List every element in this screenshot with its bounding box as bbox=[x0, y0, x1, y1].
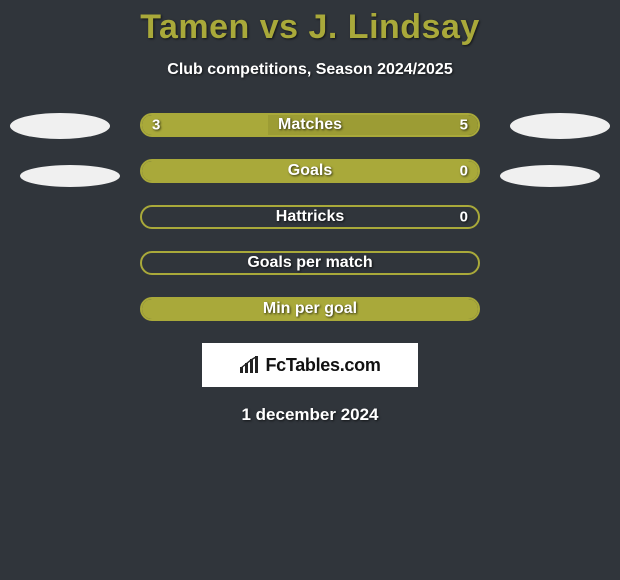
stat-rows: 3 Matches 5 Goals 0 Hattricks 0 bbox=[140, 113, 480, 321]
player-left-avatar bbox=[10, 113, 110, 139]
stat-row-goals-per-match: Goals per match bbox=[140, 251, 480, 275]
footer-logo-text: FcTables.com bbox=[265, 355, 380, 376]
stat-value-right: 5 bbox=[460, 117, 468, 134]
chart-area: 3 Matches 5 Goals 0 Hattricks 0 bbox=[0, 113, 620, 321]
stat-value-right: 0 bbox=[460, 209, 468, 226]
stat-value-left: 3 bbox=[152, 117, 160, 134]
fctables-logo: FcTables.com bbox=[239, 355, 380, 376]
stat-label: Matches bbox=[278, 116, 342, 134]
stat-row-matches: 3 Matches 5 bbox=[140, 113, 480, 137]
stat-value-right: 0 bbox=[460, 163, 468, 180]
page-subtitle: Club competitions, Season 2024/2025 bbox=[0, 61, 620, 79]
player-right-avatar bbox=[510, 113, 610, 139]
stat-label: Hattricks bbox=[276, 208, 344, 226]
footer-attribution[interactable]: FcTables.com bbox=[202, 343, 418, 387]
stat-label: Goals bbox=[288, 162, 332, 180]
stat-label: Min per goal bbox=[263, 300, 357, 318]
generated-date: 1 december 2024 bbox=[0, 405, 620, 425]
stat-row-min-per-goal: Min per goal bbox=[140, 297, 480, 321]
comparison-card: Tamen vs J. Lindsay Club competitions, S… bbox=[0, 0, 620, 580]
team-left-avatar bbox=[20, 165, 120, 187]
team-right-avatar bbox=[500, 165, 600, 187]
bars-icon bbox=[239, 356, 261, 374]
page-title: Tamen vs J. Lindsay bbox=[0, 0, 620, 47]
stat-row-hattricks: Hattricks 0 bbox=[140, 205, 480, 229]
stat-label: Goals per match bbox=[247, 254, 372, 272]
stat-row-goals: Goals 0 bbox=[140, 159, 480, 183]
stat-fill-left bbox=[142, 115, 268, 135]
